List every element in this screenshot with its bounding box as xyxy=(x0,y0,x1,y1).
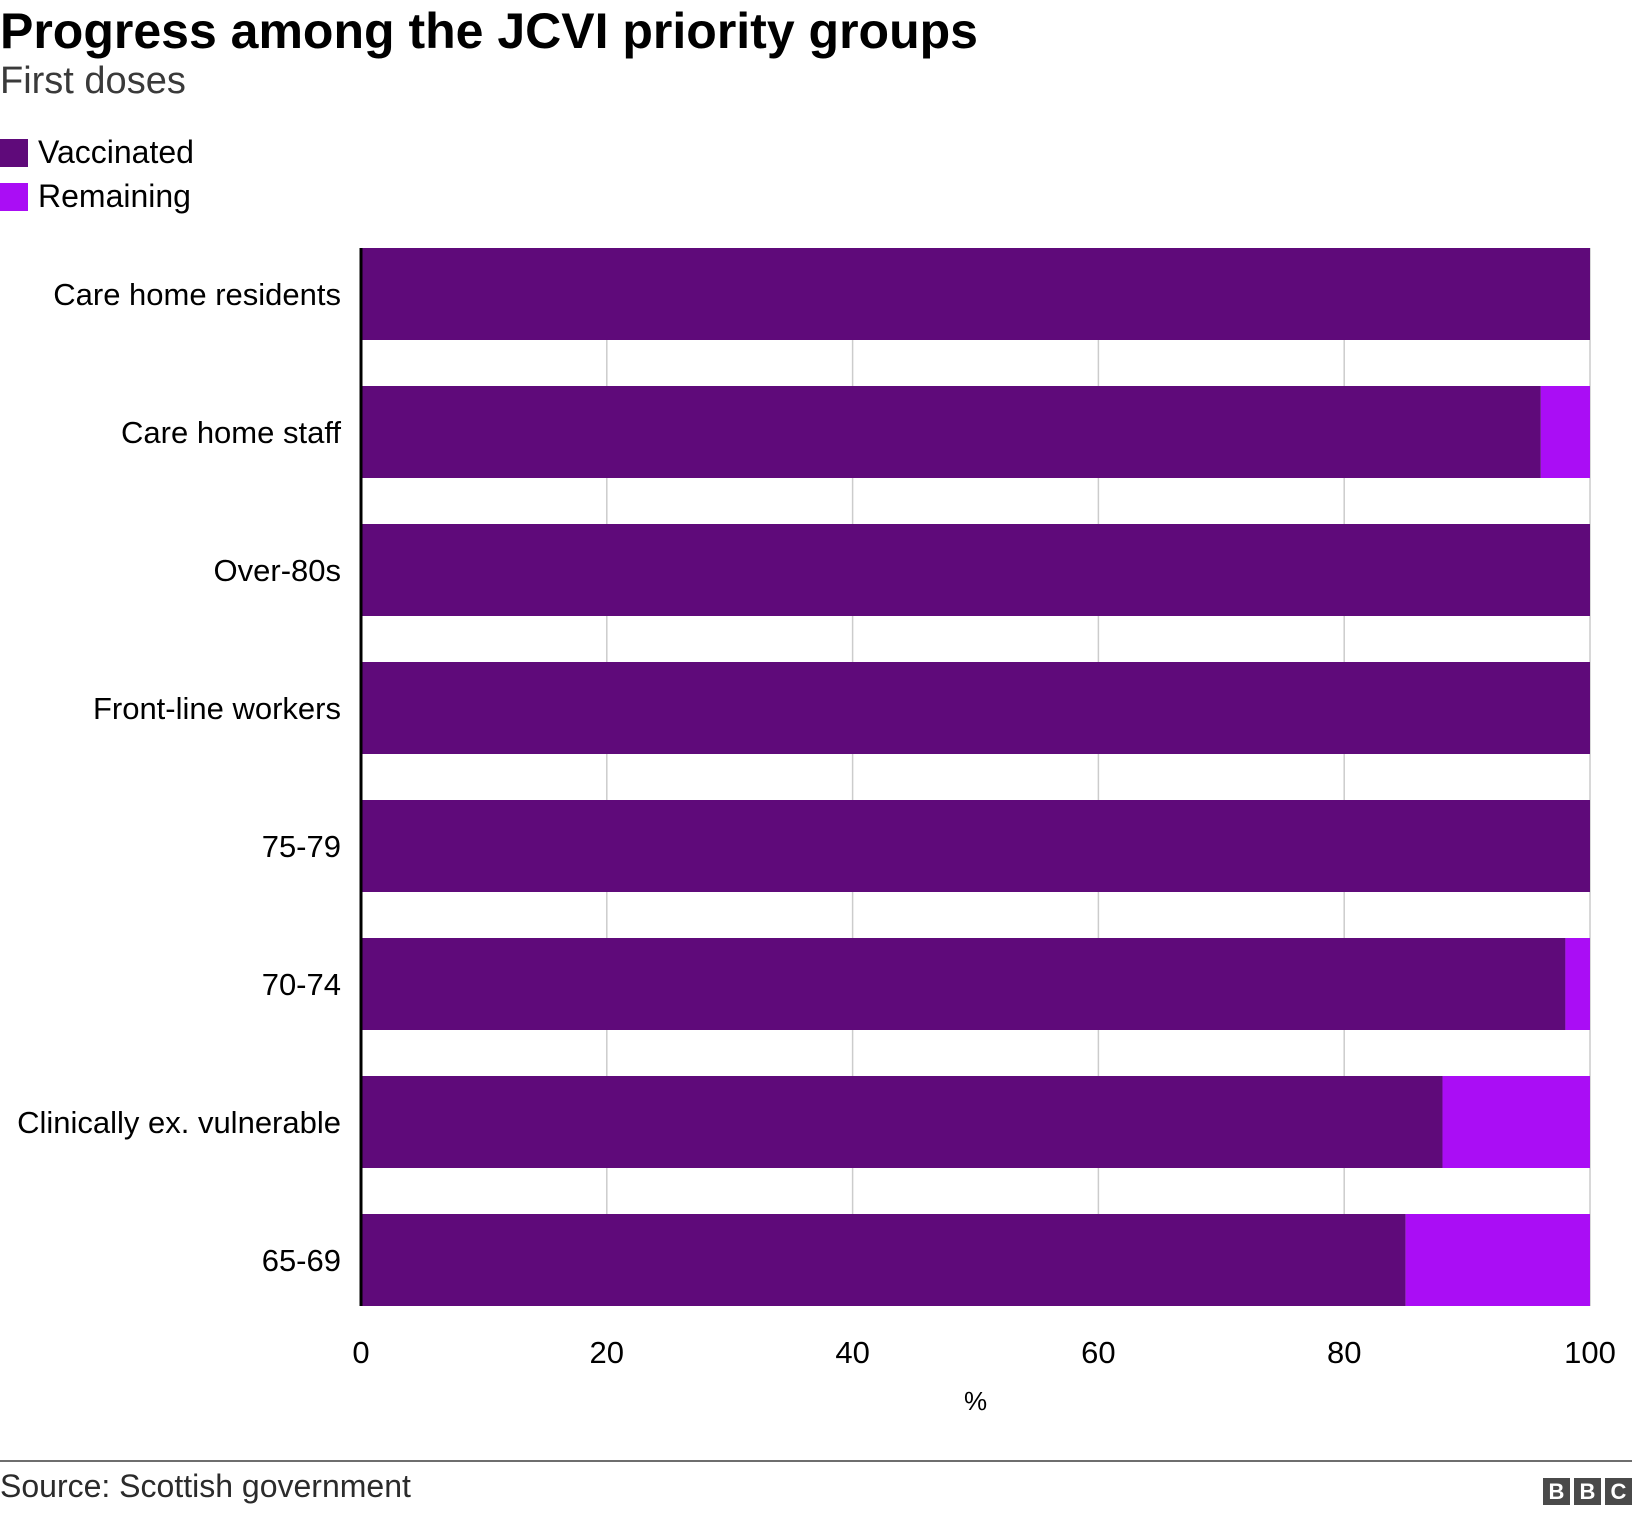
footer-divider xyxy=(0,1460,1632,1462)
bar-remaining xyxy=(1442,1076,1590,1168)
bar-vaccinated xyxy=(361,524,1590,616)
legend-label-remaining: Remaining xyxy=(38,178,191,214)
source-note: Source: Scottish government xyxy=(0,1468,411,1504)
category-label: 75-79 xyxy=(262,829,341,864)
x-tick-label: 80 xyxy=(1327,1335,1361,1370)
bar-remaining xyxy=(1405,1214,1590,1306)
chart-title: Progress among the JCVI priority groups xyxy=(0,3,978,59)
x-tick-label: 40 xyxy=(835,1335,869,1370)
category-label: 70-74 xyxy=(262,967,341,1002)
legend-swatch-remaining xyxy=(0,183,28,211)
legend-label-vaccinated: Vaccinated xyxy=(38,134,194,170)
bar-vaccinated xyxy=(361,662,1590,754)
category-label: Clinically ex. vulnerable xyxy=(17,1105,341,1140)
bar-vaccinated xyxy=(361,938,1566,1030)
bar-vaccinated xyxy=(361,800,1590,892)
x-tick-label: 60 xyxy=(1081,1335,1115,1370)
x-tick-label: 0 xyxy=(352,1335,369,1370)
bar-vaccinated xyxy=(361,386,1541,478)
bar-remaining xyxy=(1540,386,1590,478)
category-label: Front-line workers xyxy=(93,691,341,726)
category-label: Over-80s xyxy=(214,553,341,588)
category-label: 65-69 xyxy=(262,1243,341,1278)
logo-letter: B xyxy=(1543,1478,1570,1505)
bar-chart: Care home residents Care home staff Over-8… xyxy=(17,248,1616,1416)
x-tick-label: 20 xyxy=(590,1335,624,1370)
logo-letter: B xyxy=(1574,1478,1601,1505)
x-axis-label: % xyxy=(964,1386,987,1416)
bar-remaining xyxy=(1565,938,1590,1030)
bar-vaccinated xyxy=(361,1076,1443,1168)
bar-vaccinated xyxy=(361,248,1590,340)
x-tick-label: 100 xyxy=(1564,1335,1616,1370)
category-label: Care home residents xyxy=(53,277,341,312)
legend-swatch-vaccinated xyxy=(0,139,28,167)
bar-vaccinated xyxy=(361,1214,1406,1306)
bbc-logo: B B C xyxy=(1543,1478,1632,1505)
logo-letter: C xyxy=(1605,1478,1632,1505)
category-label: Care home staff xyxy=(121,415,341,450)
chart-subtitle: First doses xyxy=(0,60,186,102)
